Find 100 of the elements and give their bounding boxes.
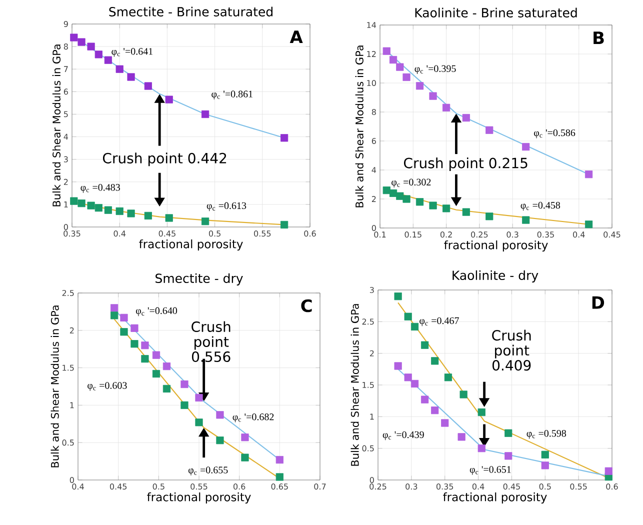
point [110,312,118,320]
x-tick-label: 0.7 [314,484,326,490]
point [458,433,466,441]
y-tick-label: 1 [70,402,74,408]
point [162,362,171,370]
point [116,65,124,73]
y-tick-label: 1.5 [62,364,74,371]
annotation: φ$_{c}$ =0.467 [420,317,459,326]
annotation: Crush point 0.409 [492,330,531,371]
x-tick-label: 0.35 [537,232,554,238]
y-tick-label: 3 [64,156,68,162]
point [421,341,429,349]
y-tick-label: 5 [64,111,68,118]
point [141,342,149,350]
y-axis-title: Bulk and Shear Modulus in GPa [350,304,359,466]
y-tick-label: 0 [64,224,68,230]
y-tick-label: 0.5 [362,445,374,452]
point [110,304,118,312]
x-tick-label: 0.6 [606,484,618,490]
y-axis-title: Bulk and Shear Modulus in GPa [50,306,59,468]
point [120,328,128,336]
point [87,42,95,50]
point [462,208,470,216]
point [416,198,424,206]
y-tick-label: 2 [372,196,376,202]
annotation: φ$_{c}$ =0.613 [206,202,246,212]
annotation: φ$_{c}$ '=0.586 [534,129,576,138]
annotation: φ$_{c}$ =0.302 [392,178,431,188]
point [165,96,173,104]
annotation: A [290,30,303,43]
annotation: φ$_{c}$ =0.483 [80,184,120,193]
x-tick-label: 0.4 [472,484,484,490]
annotation: φ$_{c}$ =0.598 [526,430,566,439]
point [431,357,439,365]
annotation: φ$_{c}$ '=0.439 [382,431,424,440]
point [127,210,135,218]
point [144,82,152,90]
chart-title: Kaolinite - dry [452,270,538,282]
annotation: φ$_{c}$ '=0.651 [470,466,511,475]
y-tick-label: 0 [370,476,374,484]
y-tick-label: 2 [64,178,68,185]
point [70,34,78,42]
point [78,38,86,46]
annotation: φ$_{c}$ '=0.395 [414,65,456,74]
annotation: φ$_{c}$ =0.458 [520,202,560,211]
x-tick-label: 0.65 [271,484,288,490]
y-tick-label: 2.5 [362,318,374,325]
point [162,384,171,393]
y-tick-label: 1.5 [362,382,374,388]
point [429,92,437,100]
point [280,134,288,142]
point [460,390,468,398]
point [396,63,404,71]
y-tick-label: 0 [372,224,376,232]
point [522,142,530,151]
x-tick-label: 0.3 [506,232,518,238]
point [462,114,470,122]
point [152,370,160,378]
point [180,380,188,388]
y-tick-label: 1 [370,414,374,420]
point [504,452,512,460]
annotation: D [592,296,604,309]
point [241,454,249,462]
x-axis-title: fractional porosity [443,492,547,504]
y-tick-label: 1 [64,202,68,208]
point [104,206,112,214]
x-tick-label: 0.1 [374,232,386,238]
x-tick-label: 0.5 [208,230,220,237]
point [241,434,249,442]
x-tick-label: 0.4 [573,232,585,238]
y-tick-label: 0.5 [62,440,74,446]
point [396,192,404,200]
point [441,419,449,427]
x-tick-label: 0.35 [436,484,454,490]
point [94,50,102,58]
point [389,56,398,64]
annotation: B [594,32,604,44]
y-tick-label: 2 [70,327,74,334]
point [604,467,612,475]
x-tick-label: 0.45 [158,230,176,237]
chart-title: Smectite - Brine saturated [109,6,272,16]
point [429,202,437,210]
point [478,408,486,416]
annotation: Crush point 0.556 [192,321,230,362]
point [141,355,149,363]
chart-title: Kaolinite - Brine saturated [415,8,577,18]
x-tick-label: 0.45 [604,232,620,238]
x-tick-label: 0.6 [234,484,246,490]
y-tick-label: 3 [370,286,374,294]
y-tick-label: 12 [367,51,376,57]
point [410,380,419,388]
point [195,394,203,402]
annotation: Crush point 0.442 [102,152,226,166]
x-tick-label: 0.45 [110,484,127,490]
point [144,212,152,220]
point [94,204,102,212]
point [404,374,412,382]
annotation: Crush point 0.215 [404,157,528,172]
point [216,436,224,444]
point [78,200,86,208]
